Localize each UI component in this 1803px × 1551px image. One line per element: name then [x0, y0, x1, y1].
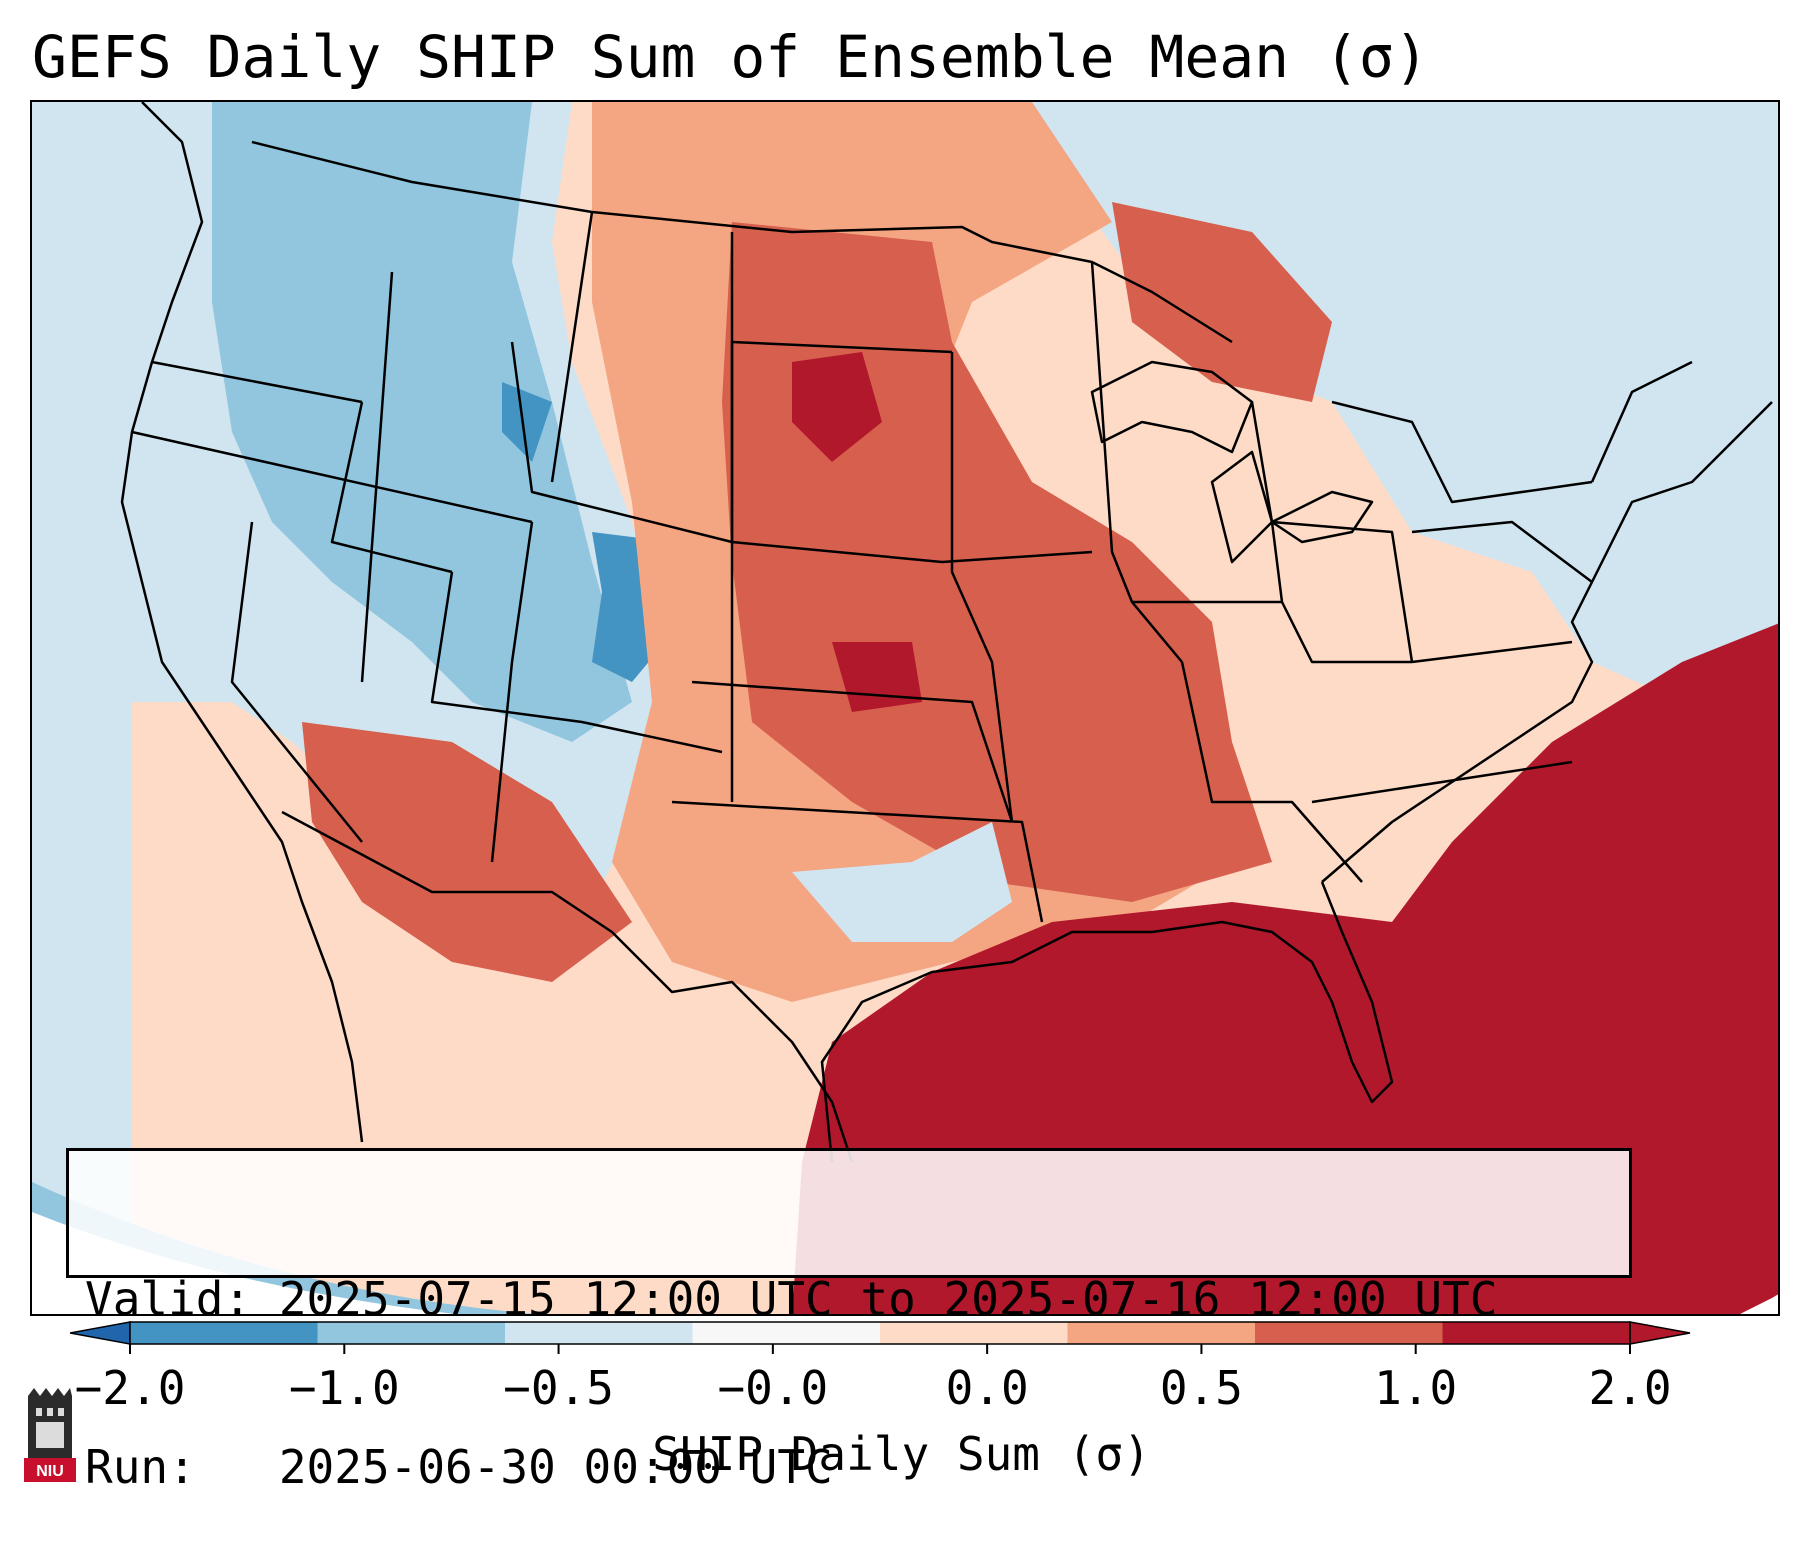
- colorbar-tick-label: 1.0: [1374, 1361, 1458, 1415]
- valid-time-line: Valid: 2025-07-15 12:00 UTC to 2025-07-1…: [85, 1272, 1498, 1326]
- colorbar-segment: [880, 1322, 1068, 1344]
- colorbar-segment: [1442, 1322, 1630, 1344]
- colorbar-over-extension: [1629, 1321, 1691, 1345]
- colorbar-ticks: [129, 1344, 1631, 1354]
- colorbar-tick-label: 2.0: [1588, 1361, 1672, 1415]
- colorbar-segment: [130, 1322, 318, 1344]
- coastline-atlantic: [1321, 401, 1773, 883]
- state-lines-central: [671, 232, 1183, 923]
- coastline-west: [120, 102, 364, 1143]
- colorbar-under-extension: [70, 1321, 131, 1345]
- field-texas-blue: [792, 822, 1012, 942]
- colorbar-tick-label: −0.5: [503, 1361, 614, 1415]
- map-canvas: [32, 102, 1778, 1314]
- field-gulf-dark-red: [792, 623, 1778, 1314]
- colorbar-segment: [317, 1322, 505, 1344]
- state-lines-west: [131, 211, 734, 863]
- field-no-data-corner: [32, 1212, 456, 1314]
- colorbar: [70, 1321, 1691, 1354]
- colorbar-tick-label: −1.0: [288, 1361, 400, 1415]
- map-frame: [30, 100, 1780, 1316]
- colorbar-tick-label: −2.0: [74, 1361, 186, 1415]
- chart-title: GEFS Daily SHIP Sum of Ensemble Mean (σ): [32, 23, 1429, 91]
- logo-text: NIU: [36, 1463, 64, 1480]
- coastline-gulf: [820, 881, 1394, 1163]
- state-lines-east: [1132, 360, 1693, 883]
- state-borders: [120, 102, 1773, 1163]
- great-lakes-outline: [1090, 360, 1374, 564]
- colorbar-segment: [1067, 1322, 1255, 1344]
- colorbar-segment: [505, 1322, 693, 1344]
- valid-run-info-box: Valid: 2025-07-15 12:00 UTC to 2025-07-1…: [66, 1148, 1632, 1494]
- colorbar-outline: [129, 1321, 1631, 1345]
- colorbar-tick-label: −0.0: [717, 1361, 829, 1415]
- colorbar-title: SHIP Daily Sum (σ): [652, 1427, 1151, 1481]
- field-west-blue: [212, 102, 632, 742]
- border-canada-us: [251, 140, 1233, 344]
- border-mexico-us: [281, 810, 854, 1163]
- colorbar-segment: [1255, 1322, 1443, 1344]
- run-time-line: Run: 2025-06-30 00:00 UTC: [85, 1440, 833, 1494]
- field-no-data-corner-right: [1740, 1294, 1778, 1314]
- colorbar-segment: [692, 1322, 880, 1344]
- colorbar-segments: [70, 1321, 1691, 1345]
- colorbar-tick-label: 0.0: [945, 1361, 1029, 1415]
- colorbar-tick-label: 0.5: [1159, 1361, 1243, 1415]
- field-rockies-blue-core: [502, 382, 682, 682]
- niu-logo: NIU: [24, 1388, 76, 1482]
- field-lakes-red: [1112, 202, 1332, 402]
- field-southwest-red: [302, 722, 632, 982]
- anomaly-fields: [32, 102, 1778, 1314]
- field-dakota-dark-red: [792, 352, 922, 712]
- colorbar-tick-labels: −2.0 −1.0 −0.5 −0.0 0.0 0.5 1.0 2.0: [0, 1360, 1803, 1420]
